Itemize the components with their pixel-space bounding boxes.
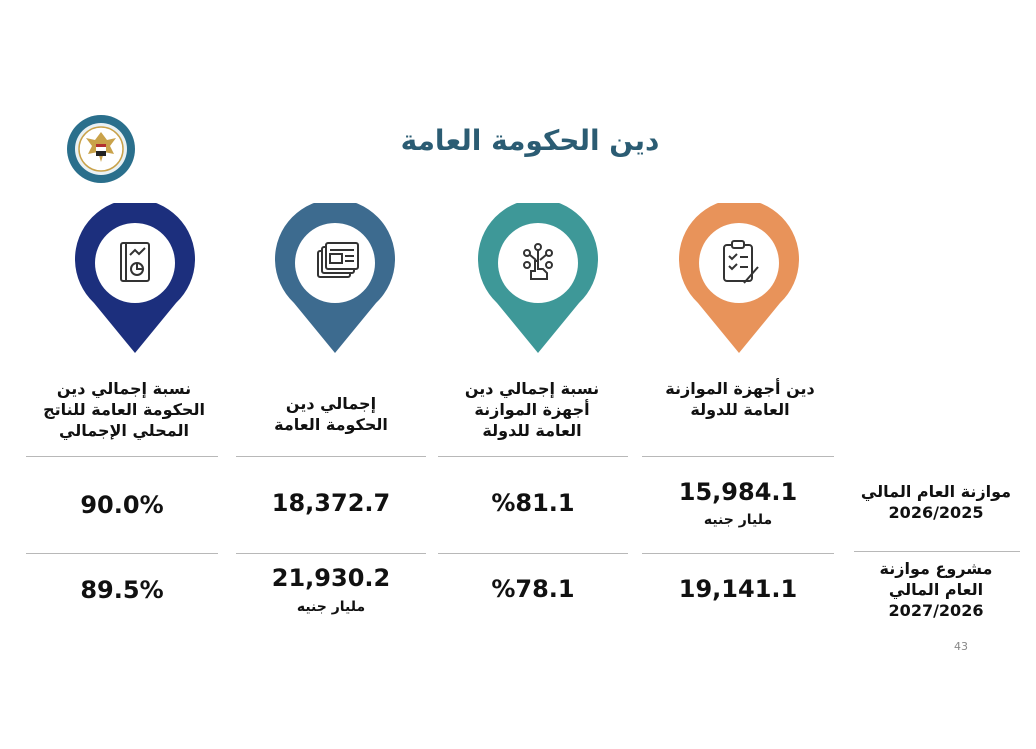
pin-debt-to-gdp [74, 203, 196, 355]
divider [438, 553, 628, 554]
value-total-debt-2025: 18,372.7 [271, 489, 391, 517]
clipboard-checklist-icon [723, 240, 759, 284]
value-budget-debt-ratio-2026: %78.1 [491, 575, 575, 603]
column-label-budget-debt: دين أجهزة الموازنة العامة للدولة [665, 379, 815, 419]
page-title: دين الحكومة العامة [400, 124, 660, 157]
hand-network-icon [523, 243, 553, 280]
pin-budget-debt-ratio [477, 203, 599, 355]
column-label-debt-to-gdp: نسبة إجمالي دين الحكومة العامة للناتج ال… [43, 379, 205, 440]
value-debt-to-gdp-2026: 89.5% [80, 576, 164, 604]
divider [642, 553, 834, 554]
divider [236, 553, 426, 554]
divider [642, 456, 834, 457]
value-total-debt-2026: 21,930.2 [271, 564, 391, 592]
unit-label: مليار جنيه [296, 599, 366, 615]
ministry-of-finance-emblem-icon [67, 115, 135, 183]
row-label-draft-budget-2026: مشروع موازنة العام المالي 2027/2026 [879, 559, 993, 620]
value-debt-to-gdp-2025: 90.0% [80, 491, 164, 519]
column-label-budget-debt-ratio: نسبة إجمالي دين أجهزة الموازنة العامة لل… [464, 379, 600, 440]
value-budget-debt-ratio-2025: %81.1 [491, 489, 575, 517]
documents-icon [317, 242, 359, 278]
pin-total-government-debt [274, 203, 396, 355]
unit-label: مليار جنيه [703, 512, 773, 528]
ministry-logo [66, 114, 136, 184]
column-label-total-government-debt: إجمالي دين الحكومة العامة [274, 394, 388, 434]
report-chart-icon [120, 242, 150, 282]
page-number: 43 [954, 640, 968, 653]
divider [854, 551, 1020, 552]
row-label-budget-2025: موازنة العام المالي 2026/2025 [860, 482, 1012, 522]
pin-budget-debt [678, 203, 800, 355]
divider [236, 456, 426, 457]
value-budget-debt-2025: 15,984.1 [678, 478, 798, 506]
divider [26, 553, 218, 554]
value-budget-debt-2026: 19,141.1 [678, 575, 798, 603]
divider [438, 456, 628, 457]
divider [26, 456, 218, 457]
